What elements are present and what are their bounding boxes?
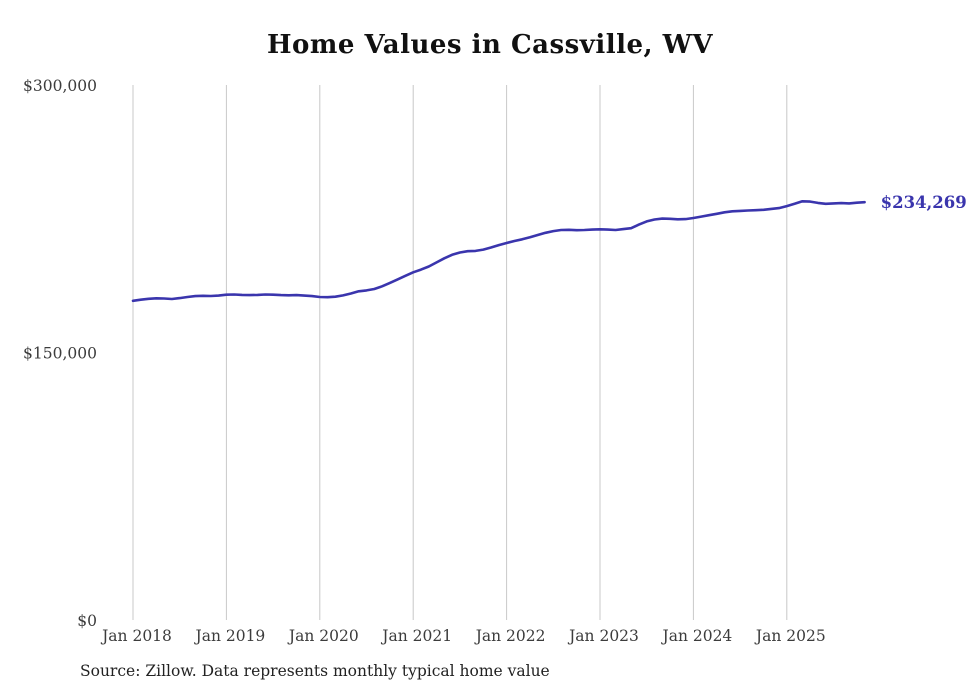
y-axis-tick-label: $0 — [77, 612, 97, 630]
source-note: Source: Zillow. Data represents monthly … — [80, 662, 550, 680]
chart-title: Home Values in Cassville, WV — [266, 30, 714, 60]
y-axis-tick-label: $300,000 — [23, 77, 97, 95]
x-axis-tick-label: Jan 2024 — [660, 627, 732, 645]
x-axis-tick-label: Jan 2022 — [474, 627, 546, 645]
x-axis-tick-label: Jan 2018 — [100, 627, 172, 645]
end-value-label: $234,269 — [881, 193, 967, 212]
y-axis-tick-label: $150,000 — [23, 345, 97, 363]
x-axis-tick-label: Jan 2021 — [380, 627, 452, 645]
x-axis-tick-label: Jan 2020 — [287, 627, 359, 645]
home-value-series-line — [131, 200, 866, 303]
x-axis-tick-label: Jan 2025 — [754, 627, 826, 645]
x-axis-tick-label: Jan 2023 — [567, 627, 639, 645]
x-axis-tick-label: Jan 2019 — [193, 627, 265, 645]
